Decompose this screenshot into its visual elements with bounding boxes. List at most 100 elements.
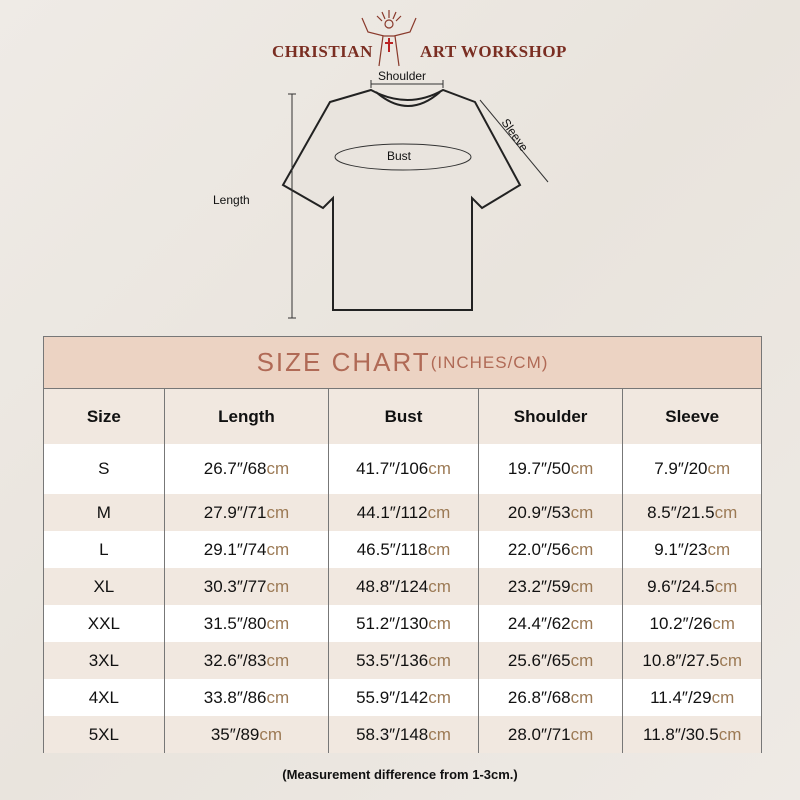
- measurement-value: 30.3″/77: [203, 576, 267, 596]
- unit-cm: cm: [427, 539, 451, 559]
- measurement-value: 46.5″/118: [356, 539, 428, 559]
- measurement-cell: 24.4″/62 cm: [479, 605, 624, 642]
- measurement-cell: 26.7″/68 cm: [165, 444, 330, 494]
- measurement-cell: 10.2″/26 cm: [623, 605, 761, 642]
- unit-cm: cm: [428, 650, 451, 670]
- table-row: XXL 31.5″/80 cm 51.2″/130 cm 24.4″/62 cm 10.2″/…: [44, 605, 761, 642]
- measurement-cell: 55.9″/142 cm: [329, 679, 479, 716]
- unit-cm: cm: [427, 502, 451, 522]
- unit-cm: cm: [428, 687, 451, 707]
- measurement-value: 58.3″/148: [356, 724, 429, 744]
- unit-cm: cm: [266, 576, 290, 596]
- length-label: Length: [213, 193, 250, 207]
- brand-name-left: CHRISTIAN: [272, 42, 373, 61]
- measurement-cell: 19.7″/50 cm: [479, 444, 624, 494]
- unit-cm: cm: [428, 576, 451, 596]
- size-cell: S: [44, 444, 165, 494]
- size-cell: XL: [44, 568, 165, 605]
- measurement-value: 9.6″/24.5: [647, 576, 715, 596]
- table-row: 3XL 32.6″/83 cm 53.5″/136 cm 25.6″/65 cm 10.8″/…: [44, 642, 761, 679]
- measurement-value: 44.1″/112: [356, 502, 428, 522]
- table-row: M 27.9″/71 cm 44.1″/112 cm 20.9″/53 cm 8.5″/21.…: [44, 494, 761, 531]
- measurement-value: 29.1″/74: [203, 539, 267, 559]
- size-cell: L: [44, 531, 165, 568]
- measurement-cell: 44.1″/112 cm: [329, 494, 479, 531]
- measurement-cell: 23.2″/59 cm: [479, 568, 624, 605]
- measurement-value: 27.9″/71: [203, 502, 267, 522]
- unit-cm: cm: [266, 459, 290, 478]
- measurement-cell: 58.3″/148 cm: [329, 716, 479, 753]
- measurement-cell: 10.8″/27.5 cm: [623, 642, 761, 679]
- measurement-cell: 29.1″/74 cm: [165, 531, 330, 568]
- unit-cm: cm: [266, 539, 290, 559]
- measurement-cell: 35″/89 cm: [165, 716, 330, 753]
- measurement-cell: 27.9″/71 cm: [165, 494, 330, 531]
- measurement-value: 24.4″/62: [507, 613, 571, 633]
- measurement-cell: 32.6″/83 cm: [165, 642, 330, 679]
- measurement-value: 41.7″/106: [356, 459, 429, 478]
- unit-cm: cm: [428, 459, 451, 478]
- column-header: Shoulder: [479, 389, 624, 444]
- unit-cm: cm: [707, 539, 731, 559]
- size-cell: 4XL: [44, 679, 165, 716]
- measurement-cell: 8.5″/21.5 cm: [623, 494, 761, 531]
- unit-cm: cm: [259, 724, 283, 744]
- measurement-value: 19.7″/50: [507, 459, 571, 478]
- measurement-value: 23.2″/59: [507, 576, 571, 596]
- measurement-value: 7.9″/20: [654, 459, 708, 478]
- measurement-value: 33.8″/86: [203, 687, 267, 707]
- unit-cm: cm: [266, 502, 290, 522]
- measurement-cell: 25.6″/65 cm: [479, 642, 624, 679]
- unit-cm: cm: [570, 724, 594, 744]
- measurement-cell: 41.7″/106 cm: [329, 444, 479, 494]
- measurement-value: 28.0″/71: [507, 724, 571, 744]
- measurement-value: 26.7″/68: [203, 459, 267, 478]
- measurement-value: 35″/89: [210, 724, 260, 744]
- measurement-value: 25.6″/65: [507, 650, 571, 670]
- unit-cm: cm: [570, 539, 594, 559]
- measurement-cell: 9.1″/23 cm: [623, 531, 761, 568]
- unit-cm: cm: [570, 459, 594, 478]
- measurement-cell: 48.8″/124 cm: [329, 568, 479, 605]
- table-row: S 26.7″/68 cm 41.7″/106 cm 19.7″/50 cm 7.9″/20 c…: [44, 444, 761, 494]
- unit-cm: cm: [570, 687, 594, 707]
- size-chart-title: SIZE CHART (INCHES/CM): [44, 337, 761, 389]
- table-row: XL 30.3″/77 cm 48.8″/124 cm 23.2″/59 cm 9.6″/24…: [44, 568, 761, 605]
- measurement-cell: 7.9″/20 cm: [623, 444, 761, 494]
- measurement-cell: 11.4″/29 cm: [623, 679, 761, 716]
- measurement-cell: 53.5″/136 cm: [329, 642, 479, 679]
- measurement-value: 55.9″/142: [356, 687, 429, 707]
- measurement-cell: 33.8″/86 cm: [165, 679, 330, 716]
- unit-cm: cm: [719, 650, 742, 670]
- measurement-cell: 11.8″/30.5 cm: [623, 716, 761, 753]
- measurement-cell: 28.0″/71 cm: [479, 716, 624, 753]
- unit-cm: cm: [570, 650, 594, 670]
- measurement-value: 53.5″/136: [356, 650, 429, 670]
- bust-label: Bust: [387, 149, 412, 163]
- shoulder-label: Shoulder: [378, 69, 427, 83]
- unit-cm: cm: [714, 576, 738, 596]
- unit-cm: cm: [718, 724, 742, 744]
- brand-name-right: ART WORKSHOP: [420, 42, 567, 61]
- measurement-value: 20.9″/53: [507, 502, 571, 522]
- measurement-value: 9.1″/23: [654, 539, 708, 559]
- measurement-value: 11.8″/30.5: [643, 724, 719, 744]
- measurement-value: 8.5″/21.5: [647, 502, 715, 522]
- measurement-value: 32.6″/83: [203, 650, 267, 670]
- header-row: Size Length Bust Shoulder Sleeve: [44, 389, 761, 444]
- measurement-value: 31.5″/80: [203, 613, 267, 633]
- unit-cm: cm: [266, 687, 290, 707]
- measurement-cell: 51.2″/130 cm: [329, 605, 479, 642]
- size-cell: 5XL: [44, 716, 165, 753]
- unit-cm: cm: [428, 613, 451, 633]
- measurement-cell: 30.3″/77 cm: [165, 568, 330, 605]
- measurement-note: (Measurement difference from 1-3cm.): [282, 767, 518, 782]
- unit-cm: cm: [707, 459, 731, 478]
- measurement-cell: 9.6″/24.5 cm: [623, 568, 761, 605]
- measurement-cell: 26.8″/68 cm: [479, 679, 624, 716]
- unit-cm: cm: [712, 613, 735, 633]
- unit-cm: cm: [711, 687, 735, 707]
- column-header: Size: [44, 389, 165, 444]
- measurement-cell: 22.0″/56 cm: [479, 531, 624, 568]
- measurement-value: 10.8″/27.5: [642, 650, 720, 670]
